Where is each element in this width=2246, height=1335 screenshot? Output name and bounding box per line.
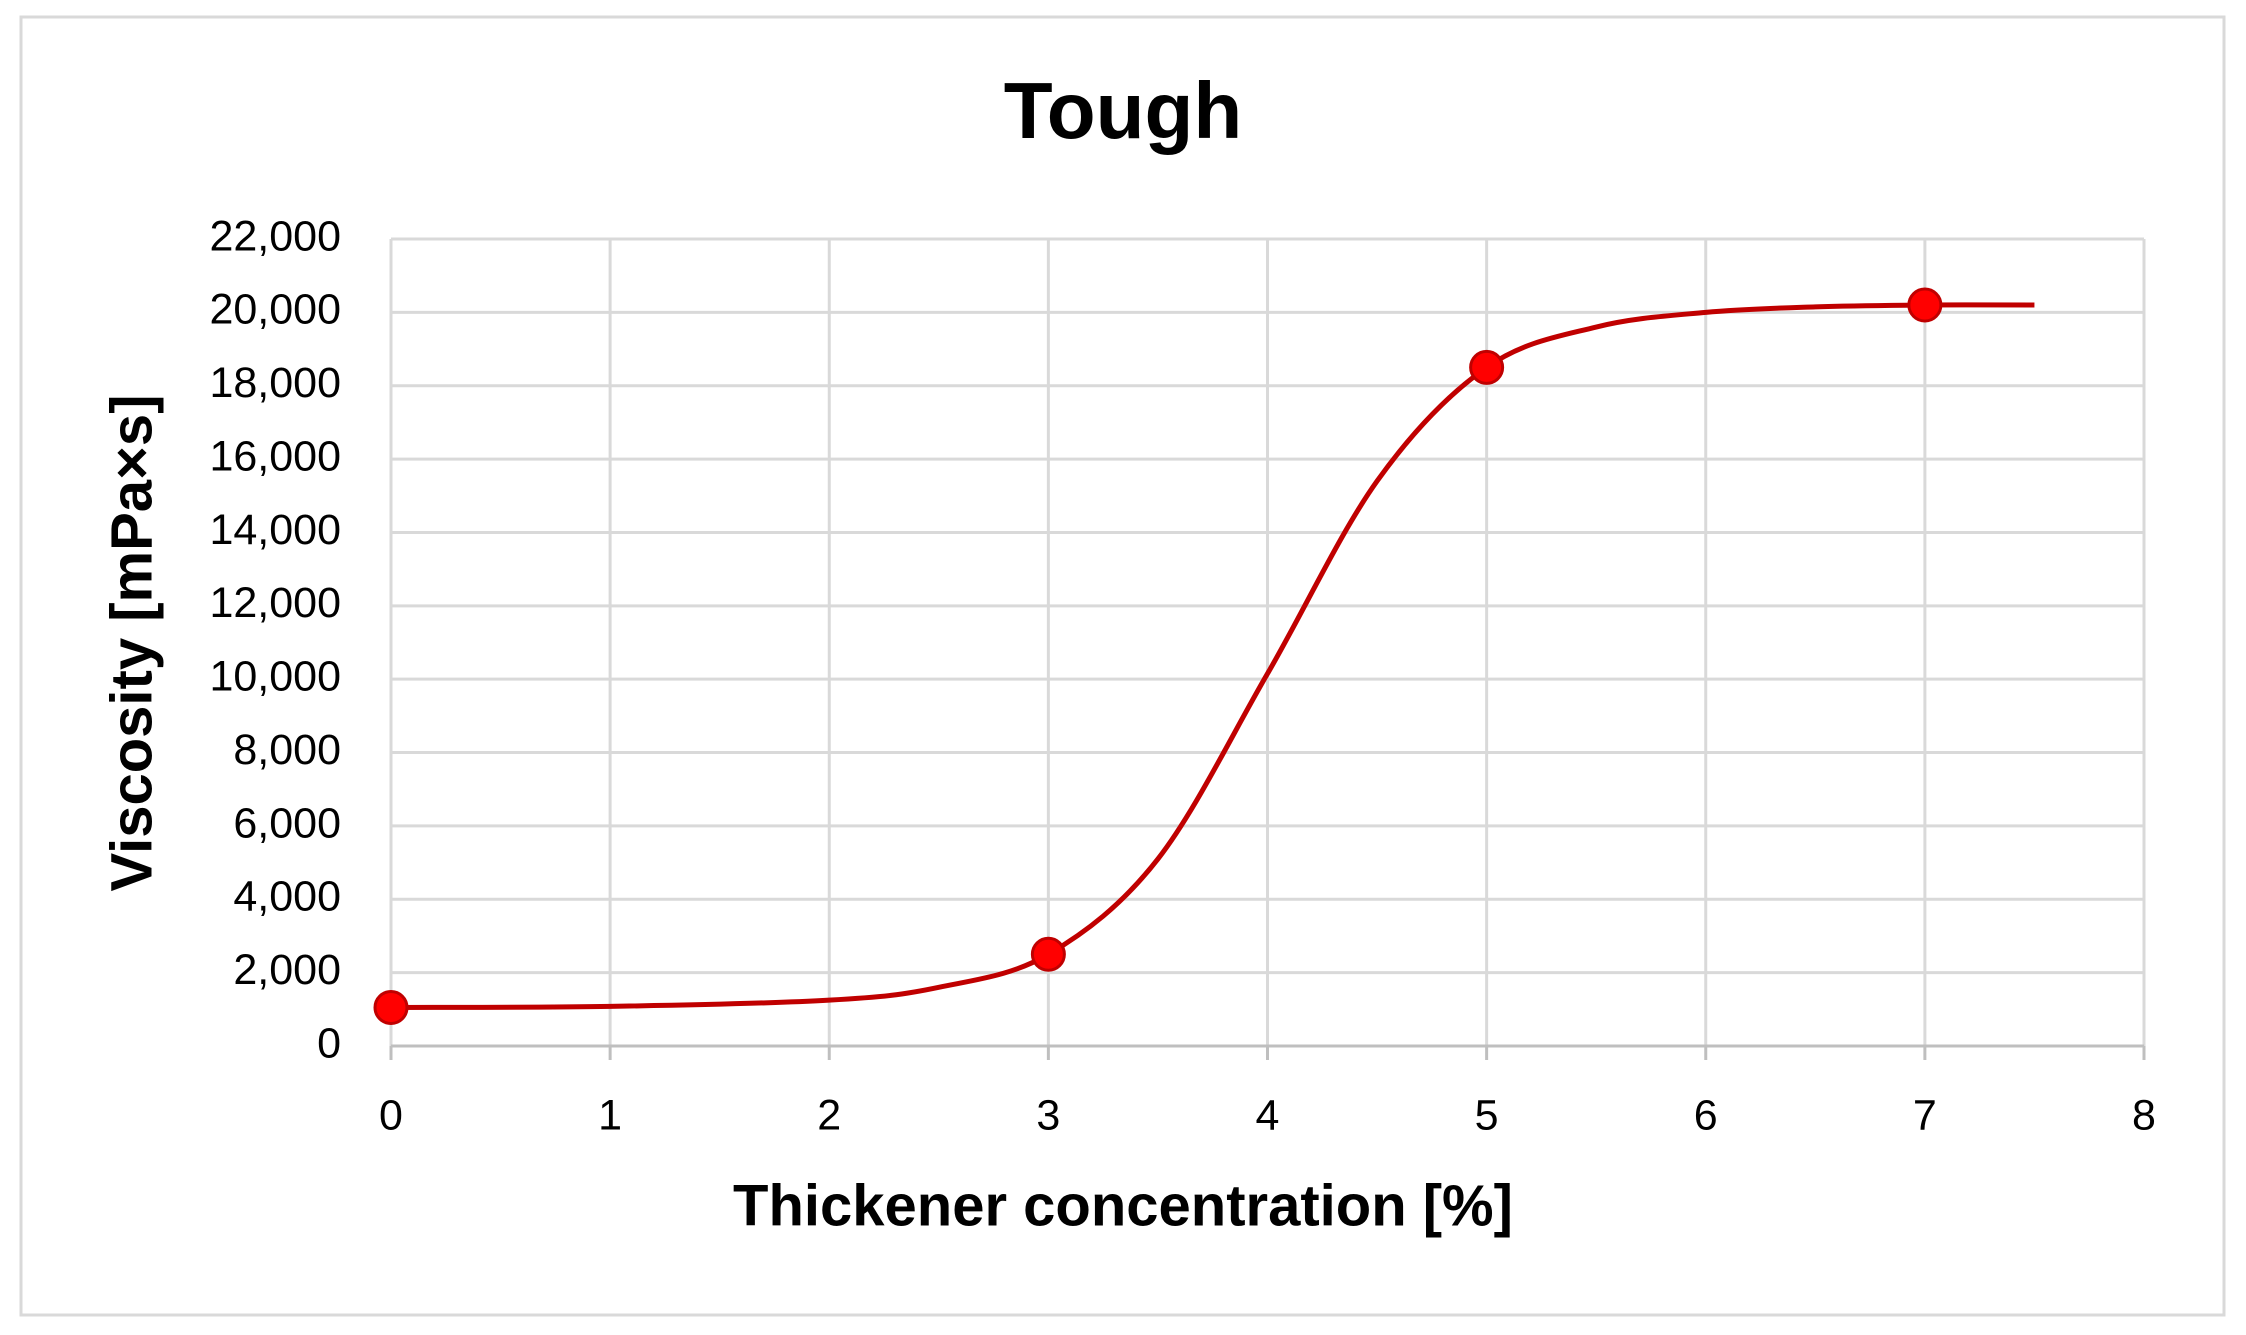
y-tick-label: 10,000	[209, 653, 341, 701]
x-tick-label: 2	[817, 1091, 841, 1139]
data-point	[373, 989, 409, 1025]
x-tick-label: 7	[1913, 1091, 1937, 1139]
x-tick-label: 4	[1256, 1091, 1280, 1139]
y-tick-label: 6,000	[233, 799, 341, 847]
chart-border	[19, 15, 2226, 1317]
y-tick-label: 18,000	[209, 359, 341, 407]
y-tick-label: 8,000	[233, 726, 341, 774]
x-axis-label: Thickener concentration [%]	[733, 1173, 1513, 1238]
x-tick-label: 0	[379, 1091, 403, 1139]
data-point	[1030, 936, 1066, 972]
x-tick-label: 3	[1036, 1091, 1060, 1139]
y-tick-label: 22,000	[209, 212, 341, 260]
chart-title: Tough	[1004, 66, 1242, 155]
fit-line	[390, 302, 2035, 1010]
data-point	[1907, 287, 1943, 323]
y-tick-label: 20,000	[209, 286, 341, 334]
y-tick-label: 12,000	[209, 579, 341, 627]
y-tick-label: 14,000	[209, 506, 341, 554]
y-tick-label: 4,000	[233, 873, 341, 921]
x-tick-label: 1	[598, 1091, 622, 1139]
x-tick-label: 6	[1694, 1091, 1718, 1139]
x-tick-label: 8	[2132, 1091, 2156, 1139]
y-tick-label: 2,000	[233, 946, 341, 994]
y-tick-label: 0	[317, 1019, 341, 1067]
y-tick-label: 16,000	[209, 432, 341, 480]
x-tick-label: 5	[1475, 1091, 1499, 1139]
y-axis-label: Viscosity [mPa×s]	[99, 394, 164, 891]
data-point	[1469, 349, 1505, 385]
